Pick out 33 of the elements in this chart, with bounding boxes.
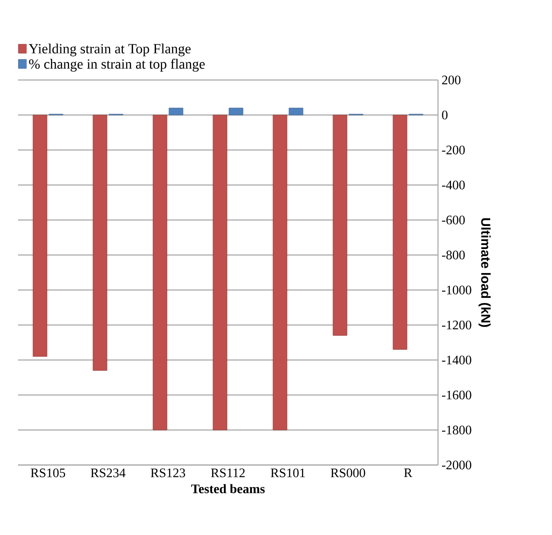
bar [288, 108, 304, 116]
y-tick-label: -600 [442, 216, 465, 224]
x-tick-label: RS105 [30, 468, 66, 478]
y-tick-label: -1600 [442, 390, 472, 400]
y-tick-label: -1200 [442, 320, 472, 330]
x-axis-title: Tested beams [191, 484, 265, 494]
y-tick-label: 200 [442, 76, 460, 84]
bar [392, 114, 408, 350]
bar [92, 114, 108, 371]
bar [332, 114, 348, 336]
legend-label: % change in strain at top flange [29, 58, 205, 72]
x-tick-label: R [404, 468, 412, 477]
legend-label: Yielding strain at Top Flange [28, 44, 191, 56]
y-tick-label: -2000 [442, 460, 472, 470]
bar [168, 108, 184, 116]
bar [32, 114, 48, 357]
y-tick-label: -800 [442, 250, 465, 260]
x-tick-label: RS101 [270, 468, 305, 478]
y-tick-label: -1400 [442, 356, 472, 364]
x-tick-label: RS112 [210, 468, 245, 478]
y-tick-label: -1000 [442, 286, 472, 294]
y-tick-label: -400 [442, 180, 465, 190]
bar [272, 114, 288, 430]
bar [152, 114, 168, 430]
x-tick-label: RS234 [90, 468, 126, 478]
x-tick-label: RS123 [150, 468, 186, 478]
x-tick-label: RS000 [330, 468, 366, 478]
y-tick-label: -200 [442, 146, 465, 154]
y-tick-label: -1800 [442, 426, 472, 434]
y-tick-label: 0 [442, 110, 448, 120]
bar [212, 114, 228, 430]
bar [228, 108, 244, 116]
y-axis-title: Ultimate load (kN) [478, 218, 491, 327]
